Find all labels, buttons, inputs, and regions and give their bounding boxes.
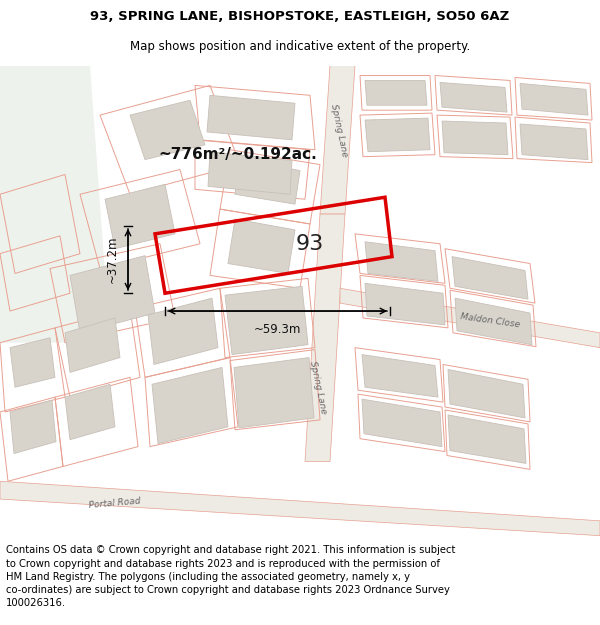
Text: 93, SPRING LANE, BISHOPSTOKE, EASTLEIGH, SO50 6AZ: 93, SPRING LANE, BISHOPSTOKE, EASTLEIGH,…: [91, 11, 509, 23]
Polygon shape: [320, 66, 355, 214]
Polygon shape: [234, 357, 314, 428]
Polygon shape: [448, 369, 525, 418]
Polygon shape: [130, 100, 205, 159]
Text: Spring Lane: Spring Lane: [329, 102, 349, 158]
Polygon shape: [440, 82, 507, 112]
Polygon shape: [225, 286, 308, 354]
Polygon shape: [520, 83, 588, 115]
Polygon shape: [305, 214, 345, 461]
Polygon shape: [207, 95, 295, 140]
Polygon shape: [152, 368, 228, 444]
Polygon shape: [520, 124, 588, 159]
Polygon shape: [362, 354, 438, 397]
Polygon shape: [235, 159, 300, 204]
Text: Contains OS data © Crown copyright and database right 2021. This information is : Contains OS data © Crown copyright and d…: [6, 545, 455, 608]
Text: Map shows position and indicative extent of the property.: Map shows position and indicative extent…: [130, 41, 470, 53]
Text: Maldon Close: Maldon Close: [460, 312, 520, 329]
Polygon shape: [105, 184, 175, 249]
Polygon shape: [70, 256, 155, 332]
Polygon shape: [365, 242, 438, 281]
Polygon shape: [65, 384, 115, 440]
Polygon shape: [208, 152, 292, 194]
Polygon shape: [10, 338, 55, 388]
Text: Spring Lane: Spring Lane: [308, 360, 328, 414]
Text: Portal Road: Portal Road: [89, 496, 141, 510]
Polygon shape: [148, 298, 218, 364]
Polygon shape: [442, 121, 508, 154]
Text: ~776m²/~0.192ac.: ~776m²/~0.192ac.: [158, 147, 317, 162]
Polygon shape: [365, 81, 427, 105]
Polygon shape: [0, 66, 110, 343]
Polygon shape: [365, 283, 445, 325]
Polygon shape: [362, 399, 442, 447]
Polygon shape: [452, 257, 528, 299]
Text: 93: 93: [296, 234, 324, 254]
Polygon shape: [228, 219, 295, 274]
Text: ~37.2m: ~37.2m: [106, 236, 119, 283]
Polygon shape: [65, 318, 120, 372]
Polygon shape: [365, 118, 430, 152]
Polygon shape: [10, 400, 56, 454]
Polygon shape: [455, 298, 532, 345]
Text: ~59.3m: ~59.3m: [254, 323, 301, 336]
Polygon shape: [340, 288, 600, 348]
Polygon shape: [0, 481, 600, 536]
Polygon shape: [448, 415, 526, 464]
